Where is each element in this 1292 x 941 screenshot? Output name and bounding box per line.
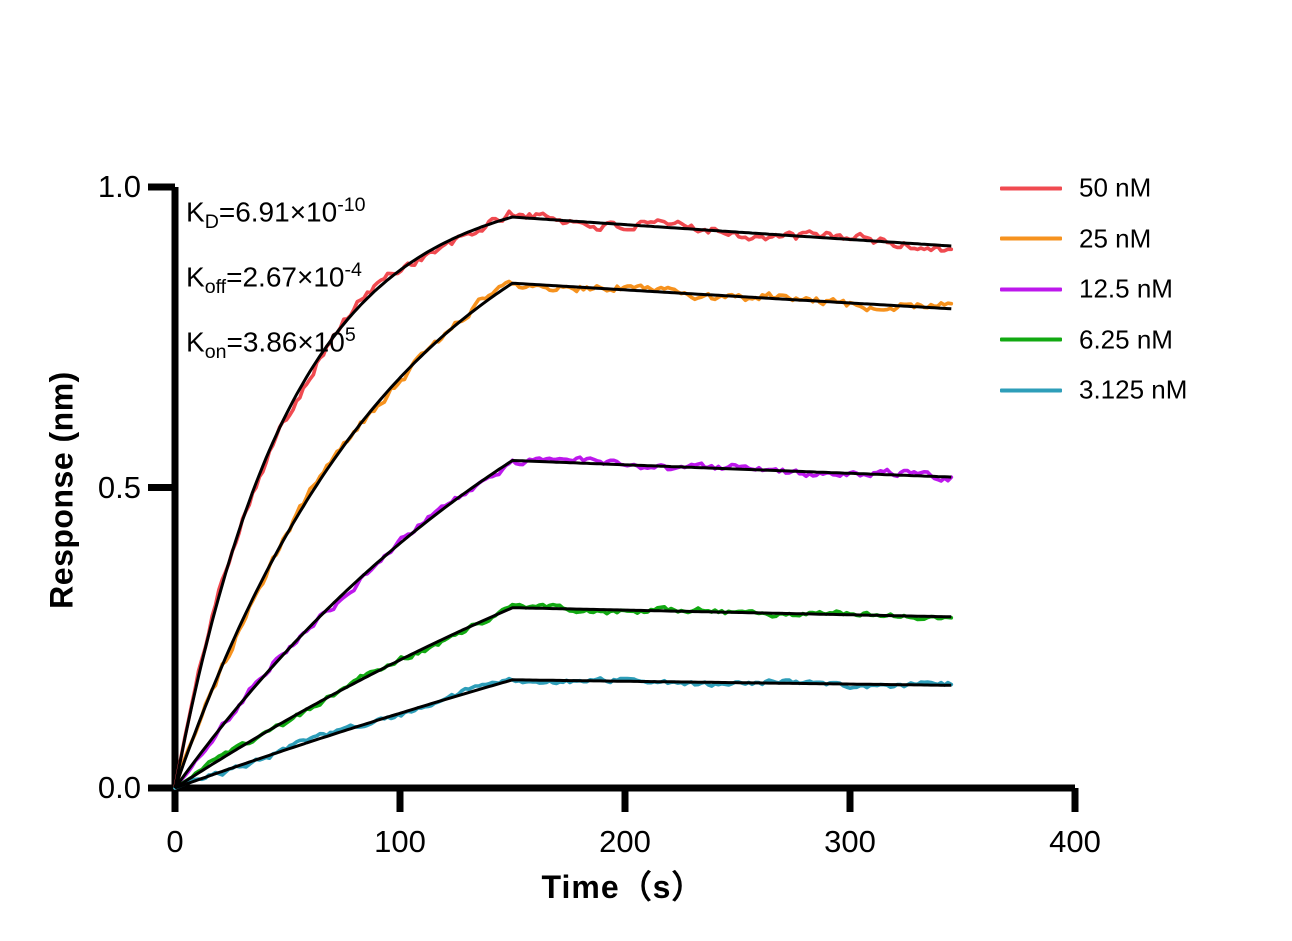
legend-swatch-25-nm (1000, 236, 1062, 241)
annotation-segment: =6.91×10 (218, 196, 338, 228)
annotation-segment: D (204, 210, 219, 233)
fit-line-12-5-nm (173, 459, 952, 789)
annotation-segment: K (186, 326, 205, 358)
legend-swatch-6-25-nm (1000, 337, 1062, 342)
legend-item-6-25-nm: 6.25 nM (1000, 324, 1173, 355)
annotation-segment: off (204, 275, 227, 298)
series-curve-6-25-nm (173, 602, 954, 790)
annotation-segment: -10 (337, 194, 366, 216)
legend-item-25-nm: 25 nM (1000, 223, 1151, 254)
x-axis-title: Time（s） (541, 869, 705, 905)
x-tick-label: 100 (374, 824, 426, 859)
annotation-segment: 5 (344, 323, 356, 346)
x-tick-label: 0 (166, 824, 184, 859)
legend-label: 6.25 nM (1079, 324, 1173, 354)
y-tick-label: 1.0 (97, 169, 141, 204)
x-tick-label: 200 (599, 824, 651, 859)
fit-line-6-25-nm (174, 606, 952, 790)
legend-swatch-50-nm (1000, 186, 1062, 190)
legend-swatch-3-125-nm (1000, 388, 1062, 392)
legend-swatch-12-5-nm (1000, 287, 1062, 291)
y-axis-title: Response (nm) (43, 371, 80, 609)
kinetics-annotations: KD=6.91×10-10 Koff=2.67×10-4 Kon=3.86×105 (186, 181, 366, 376)
annotation-segment: K (186, 196, 205, 228)
series-curve-12-5-nm (173, 455, 954, 790)
fit-line-3-125-nm (174, 678, 952, 790)
annotation-kon: Kon=3.86×105 (186, 311, 366, 376)
legend-item-50-nm: 50 nM (1000, 173, 1151, 204)
legend-item-12-5-nm: 12.5 nM (1000, 274, 1173, 305)
y-tick-label: 0.0 (97, 770, 141, 805)
legend-label: 12.5 nM (1079, 273, 1173, 304)
annotation-segment: on (204, 340, 227, 363)
annotation-segment: =3.86×10 (226, 326, 345, 358)
annotation-segment: =2.67×10 (226, 261, 345, 293)
fit-line-25-nm (173, 281, 952, 789)
annotation-segment: K (186, 261, 205, 293)
legend-label: 50 nM (1079, 172, 1152, 203)
legend-item-3-125-nm: 3.125 nM (1000, 375, 1187, 406)
legend-label: 3.125 nM (1079, 374, 1188, 405)
series-curve-3-125-nm (173, 676, 954, 790)
legend-label: 25 nM (1079, 223, 1152, 253)
annotation-segment: -4 (344, 258, 362, 281)
annotation-kd: KD=6.91×10-10 (186, 181, 366, 246)
y-tick-label: 0.5 (97, 469, 141, 505)
x-tick-label: 300 (824, 824, 876, 859)
x-tick-label: 400 (1049, 824, 1101, 859)
annotation-koff: Koff=2.67×10-4 (186, 246, 366, 311)
fit-line-50-nm (173, 215, 952, 789)
